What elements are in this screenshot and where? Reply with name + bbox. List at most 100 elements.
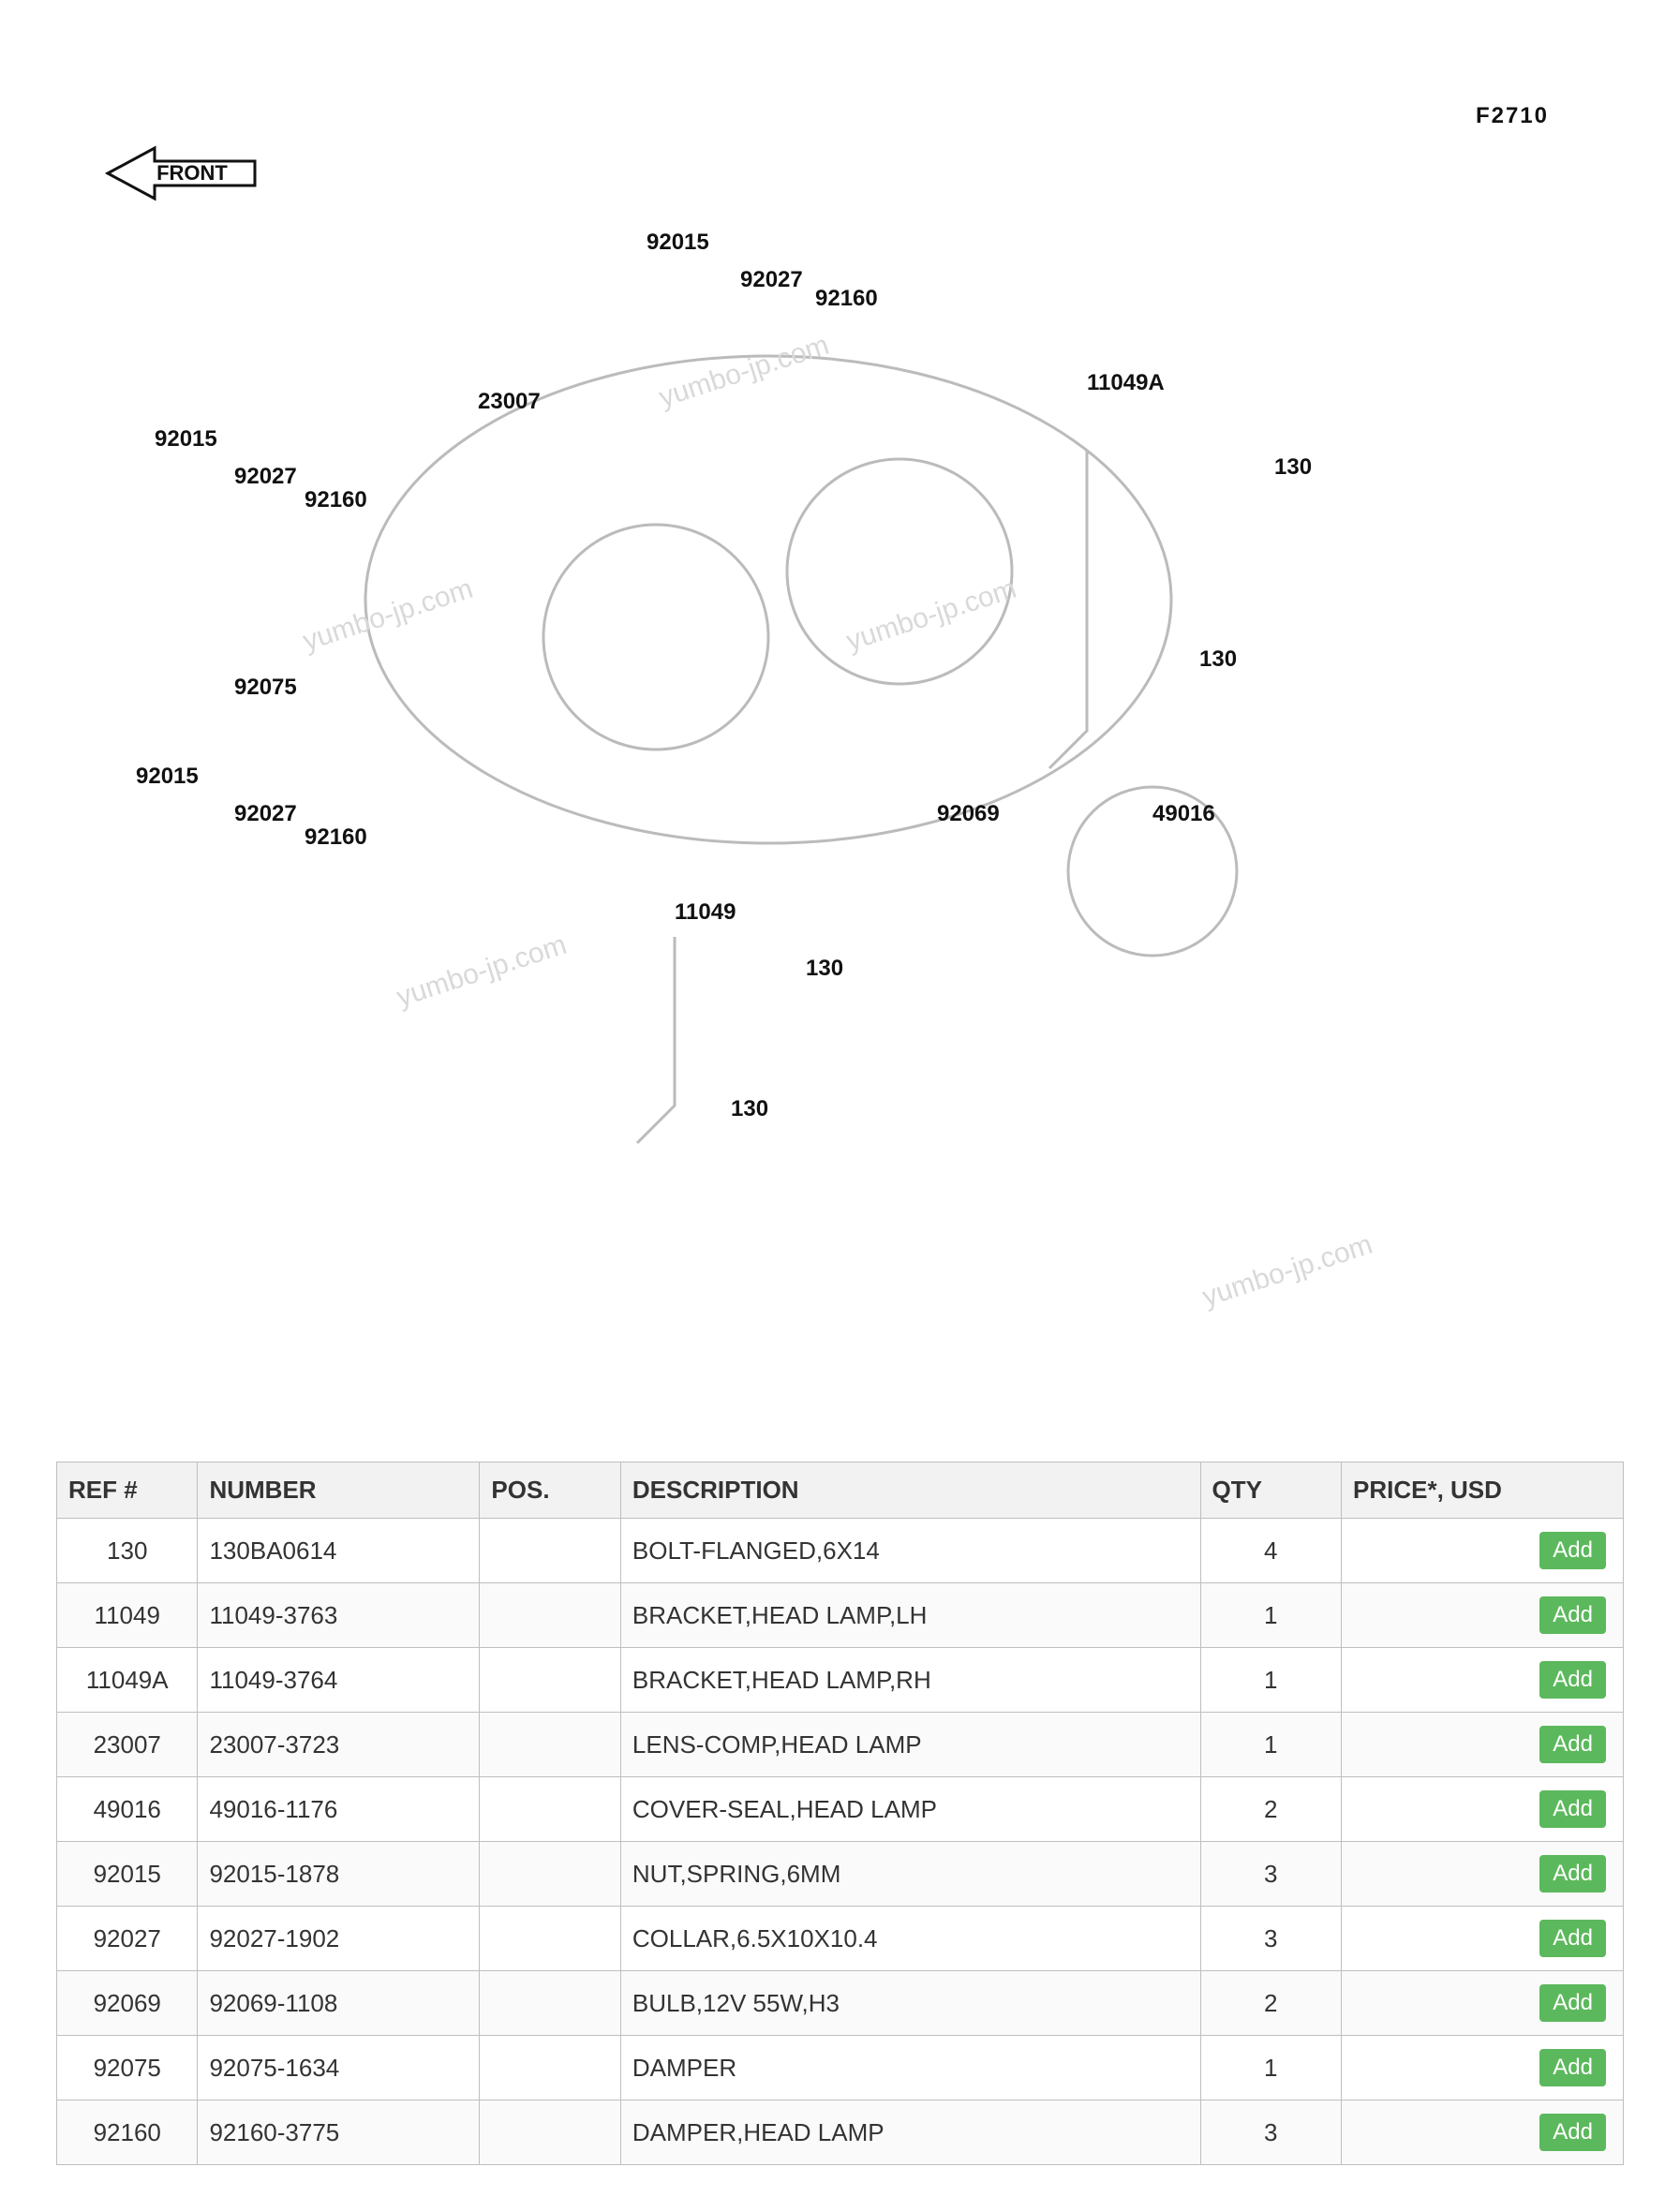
col-qty: QTY [1200, 1462, 1341, 1519]
cell-qty: 2 [1200, 1777, 1341, 1842]
callout-label: 130 [1274, 454, 1312, 481]
cell-qty: 1 [1200, 2036, 1341, 2101]
cell-desc: BULB,12V 55W,H3 [620, 1971, 1200, 2036]
cell-pos [480, 1519, 620, 1583]
cell-qty: 3 [1200, 1907, 1341, 1971]
cell-pos [480, 1583, 620, 1648]
cell-price: Add [1342, 1713, 1624, 1777]
col-desc: DESCRIPTION [620, 1462, 1200, 1519]
cell-qty: 1 [1200, 1648, 1341, 1713]
cell-price: Add [1342, 1777, 1624, 1842]
cell-pos [480, 1907, 620, 1971]
callout-label: 92015 [136, 764, 199, 790]
cell-ref: 92027 [57, 1907, 198, 1971]
table-row: 9207592075-1634 DAMPER1 Add [57, 2036, 1624, 2101]
callout-label: 92160 [305, 487, 367, 513]
col-num: NUMBER [198, 1462, 480, 1519]
cell-qty: 4 [1200, 1519, 1341, 1583]
table-row: 1104911049-3763BRACKET,HEAD LAMP,LH1Add [57, 1583, 1624, 1648]
add-button[interactable]: Add [1539, 1855, 1606, 1893]
cell-pos [480, 2101, 620, 2165]
parts-table-wrap: REF # NUMBER POS. DESCRIPTION QTY PRICE*… [56, 1462, 1624, 2165]
cell-desc: BOLT-FLANGED,6X14 [620, 1519, 1200, 1583]
cell-desc: BRACKET,HEAD LAMP,LH [620, 1583, 1200, 1648]
cell-number: 92027-1902 [198, 1907, 480, 1971]
cell-pos [480, 1842, 620, 1907]
callout-label: 92015 [647, 230, 709, 256]
cell-qty: 2 [1200, 1971, 1341, 2036]
cell-price: Add [1342, 1971, 1624, 2036]
callout-label: 92015 [155, 426, 217, 453]
cell-ref: 130 [57, 1519, 198, 1583]
add-button[interactable]: Add [1539, 1984, 1606, 2022]
cell-desc: BRACKET,HEAD LAMP,RH [620, 1648, 1200, 1713]
cell-number: 11049-3763 [198, 1583, 480, 1648]
cell-ref: 11049 [57, 1583, 198, 1648]
cell-desc: COVER-SEAL,HEAD LAMP [620, 1777, 1200, 1842]
table-row: 9206992069-1108 BULB,12V 55W,H32 Add [57, 1971, 1624, 2036]
parts-table-head: REF # NUMBER POS. DESCRIPTION QTY PRICE*… [57, 1462, 1624, 1519]
cell-number: 49016-1176 [198, 1777, 480, 1842]
callout-label: 92027 [740, 267, 803, 293]
col-ref: REF # [57, 1462, 198, 1519]
callout-label: 92027 [234, 464, 297, 490]
cell-desc: DAMPER,HEAD LAMP [620, 2101, 1200, 2165]
cell-ref: 92015 [57, 1842, 198, 1907]
callout-label: 130 [806, 956, 843, 982]
cell-ref: 92069 [57, 1971, 198, 2036]
add-button[interactable]: Add [1539, 1596, 1606, 1634]
cell-number: 92160-3775 [198, 2101, 480, 2165]
callout-label: 92075 [234, 675, 297, 701]
callout-label: 92160 [305, 824, 367, 851]
cell-ref: 49016 [57, 1777, 198, 1842]
cell-price: Add [1342, 1842, 1624, 1907]
cell-pos [480, 2036, 620, 2101]
cell-qty: 3 [1200, 1842, 1341, 1907]
col-price: PRICE*, USD [1342, 1462, 1624, 1519]
callout-label: 130 [731, 1096, 768, 1122]
callout-label: 23007 [478, 389, 541, 415]
cell-price: Add [1342, 2101, 1624, 2165]
cell-qty: 3 [1200, 2101, 1341, 2165]
cell-price: Add [1342, 2036, 1624, 2101]
page: F2710 FRONT 9201592027921602300711049A13… [0, 0, 1680, 2197]
cell-ref: 11049A [57, 1648, 198, 1713]
add-button[interactable]: Add [1539, 1726, 1606, 1763]
cell-number: 92075-1634 [198, 2036, 480, 2101]
cell-pos [480, 1777, 620, 1842]
add-button[interactable]: Add [1539, 2049, 1606, 2086]
cell-number: 23007-3723 [198, 1713, 480, 1777]
cell-price: Add [1342, 1907, 1624, 1971]
headlamp-outline [0, 0, 1680, 1405]
cell-price: Add [1342, 1519, 1624, 1583]
cell-desc: COLLAR,6.5X10X10.4 [620, 1907, 1200, 1971]
add-button[interactable]: Add [1539, 1661, 1606, 1699]
cell-price: Add [1342, 1583, 1624, 1648]
cell-number: 130BA0614 [198, 1519, 480, 1583]
table-row: 4901649016-1176 COVER-SEAL,HEAD LAMP2 Add [57, 1777, 1624, 1842]
callout-label: 11049A [1087, 370, 1165, 396]
callout-label: 92027 [234, 801, 297, 827]
cell-ref: 23007 [57, 1713, 198, 1777]
col-pos: POS. [480, 1462, 620, 1519]
callout-label: 130 [1199, 646, 1237, 673]
add-button[interactable]: Add [1539, 1790, 1606, 1828]
cell-number: 92069-1108 [198, 1971, 480, 2036]
cell-pos [480, 1971, 620, 2036]
add-button[interactable]: Add [1539, 1920, 1606, 1957]
cell-desc: NUT,SPRING,6MM [620, 1842, 1200, 1907]
table-row: 11049A11049-3764BRACKET,HEAD LAMP,RH1Add [57, 1648, 1624, 1713]
cell-qty: 1 [1200, 1713, 1341, 1777]
cell-ref: 92075 [57, 2036, 198, 2101]
table-row: 9216092160-3775DAMPER,HEAD LAMP3Add [57, 2101, 1624, 2165]
table-row: 9201592015-1878NUT,SPRING,6MM3Add [57, 1842, 1624, 1907]
add-button[interactable]: Add [1539, 2114, 1606, 2151]
cell-desc: LENS-COMP,HEAD LAMP [620, 1713, 1200, 1777]
cell-price: Add [1342, 1648, 1624, 1713]
callout-label: 92160 [815, 286, 878, 312]
cell-desc: DAMPER [620, 2036, 1200, 2101]
cell-pos [480, 1713, 620, 1777]
cell-pos [480, 1648, 620, 1713]
parts-table: REF # NUMBER POS. DESCRIPTION QTY PRICE*… [56, 1462, 1624, 2165]
add-button[interactable]: Add [1539, 1532, 1606, 1569]
